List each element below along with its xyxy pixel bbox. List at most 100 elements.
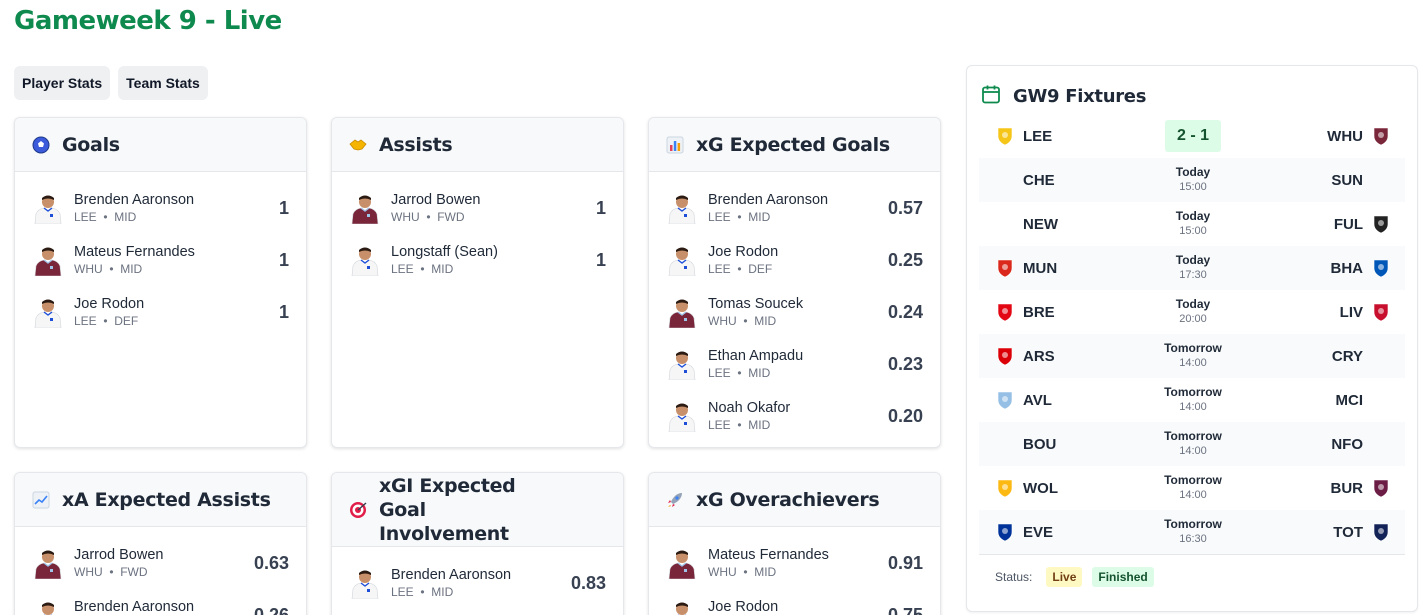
- away-crest-icon: [1371, 522, 1391, 542]
- fixture-row[interactable]: BOU Tomorrow 14:00 NFO: [979, 422, 1405, 466]
- player-name[interactable]: Longstaff (Sean): [391, 244, 498, 260]
- fixtures-panel: GW9 Fixtures LEE 2 - 1 WHU CHE Today 15:00 SUN…: [966, 65, 1418, 612]
- fixture-time: 15:00: [1179, 181, 1207, 193]
- player-team: WHU: [74, 565, 103, 579]
- player-name[interactable]: Noah Okafor: [708, 400, 791, 416]
- separator-dot: •: [413, 262, 432, 276]
- fixture-row[interactable]: LEE 2 - 1 WHU: [979, 114, 1405, 158]
- player-row[interactable]: Brenden Aaronson LEE • MID 0.83: [332, 557, 623, 609]
- fixture-score: 2 - 1: [1164, 120, 1221, 152]
- player-position: MID: [748, 418, 771, 432]
- away-team: TOT: [1333, 523, 1363, 541]
- player-meta: WHU • MID: [74, 261, 279, 277]
- player-avatar: [349, 567, 381, 600]
- home-team: MUN: [1023, 259, 1058, 277]
- player-row[interactable]: Joe Rodon LEE • DEF 1: [15, 286, 306, 338]
- player-row[interactable]: Mateus Fernandes WHU • MID 0.91: [649, 537, 940, 589]
- player-name[interactable]: Jarrod Bowen: [74, 547, 164, 563]
- card-header: xA Expected Assists: [15, 473, 306, 527]
- player-name[interactable]: Tomas Soucek: [708, 296, 804, 312]
- player-name[interactable]: Brenden Aaronson: [74, 599, 195, 615]
- player-row[interactable]: Brenden Aaronson LEE • MID 1: [15, 182, 306, 234]
- player-meta: LEE • MID: [391, 584, 571, 600]
- card-title: Assists: [379, 133, 453, 156]
- player-row[interactable]: Noah Okafor LEE • MID 0.20: [649, 390, 940, 442]
- player-name[interactable]: Mateus Fernandes: [708, 547, 829, 563]
- fixture-row[interactable]: BRE Today 20:00 LIV: [979, 290, 1405, 334]
- home-team: AVL: [1023, 391, 1052, 409]
- player-row[interactable]: Joe Rodon LEE • DEF 0.25: [649, 234, 940, 286]
- player-list: Brenden Aaronson LEE • MID 0.83: [332, 547, 623, 609]
- player-name[interactable]: Joe Rodon: [708, 244, 779, 260]
- away-team: LIV: [1339, 303, 1363, 321]
- player-avatar: [666, 296, 698, 329]
- card-title: xA Expected Assists: [62, 488, 271, 511]
- fixture-row[interactable]: ARS Tomorrow 14:00 CRY: [979, 334, 1405, 378]
- fixture-home: ARS: [995, 346, 1135, 366]
- player-team: LEE: [708, 262, 731, 276]
- player-name[interactable]: Jarrod Bowen: [391, 192, 481, 208]
- home-team: LEE: [1023, 127, 1053, 145]
- fixture-day: Today: [1175, 253, 1211, 267]
- calendar-icon: [981, 84, 1001, 109]
- fixture-row[interactable]: CHE Today 15:00 SUN: [979, 158, 1405, 202]
- stat-value: 0.26: [253, 604, 289, 615]
- home-team: CHE: [1023, 171, 1055, 189]
- tab-team-stats[interactable]: Team Stats: [118, 66, 208, 100]
- player-row[interactable]: Jarrod Bowen WHU • FWD 1: [332, 182, 623, 234]
- tab-player-stats[interactable]: Player Stats: [14, 66, 111, 100]
- home-team: ARS: [1023, 347, 1055, 365]
- fixture-away: CRY: [1332, 346, 1391, 366]
- fixture-time: 17:30: [1179, 269, 1207, 281]
- player-meta: LEE • DEF: [708, 261, 888, 277]
- player-row[interactable]: Longstaff (Sean) LEE • MID 1: [332, 234, 623, 286]
- player-name[interactable]: Brenden Aaronson: [74, 192, 195, 208]
- fixture-time: 16:30: [1179, 533, 1207, 545]
- player-row[interactable]: Mateus Fernandes WHU • MID 1: [15, 234, 306, 286]
- player-name[interactable]: Joe Rodon: [74, 296, 145, 312]
- fixture-away: BUR: [1331, 478, 1392, 498]
- rocket-icon: [666, 491, 684, 509]
- player-meta: LEE • DEF: [74, 313, 279, 329]
- player-row[interactable]: Jarrod Bowen WHU • FWD 0.63: [15, 537, 306, 589]
- player-name[interactable]: Ethan Ampadu: [708, 348, 804, 364]
- player-info: Ethan Ampadu LEE • MID: [708, 347, 888, 381]
- fixture-status: Tomorrow 14:00: [1149, 341, 1237, 371]
- card-header: xG Overachievers: [649, 473, 940, 527]
- fixture-home: NEW: [995, 214, 1135, 234]
- fixture-away: WHU: [1327, 126, 1391, 146]
- fixture-row[interactable]: NEW Today 15:00 FUL: [979, 202, 1405, 246]
- stat-value: 1: [278, 197, 289, 218]
- player-row[interactable]: Tomas Soucek WHU • MID 0.24: [649, 286, 940, 338]
- player-name[interactable]: Brenden Aaronson: [708, 192, 829, 208]
- fixture-status: Today 15:00: [1149, 209, 1237, 239]
- player-name[interactable]: Joe Rodon: [708, 599, 779, 615]
- card-title: xGI Expected Goal Involvement: [379, 474, 516, 545]
- fixture-day: Tomorrow: [1164, 517, 1222, 531]
- player-position: MID: [748, 366, 771, 380]
- player-meta: WHU • FWD: [391, 209, 596, 225]
- player-name[interactable]: Brenden Aaronson: [391, 567, 512, 583]
- player-name[interactable]: Mateus Fernandes: [74, 244, 195, 260]
- fixture-row[interactable]: EVE Tomorrow 16:30 TOT: [979, 510, 1405, 554]
- away-team: BUR: [1330, 479, 1364, 497]
- card-header: xGI Expected Goal Involvement: [332, 473, 623, 547]
- separator-dot: •: [730, 262, 749, 276]
- fixture-row[interactable]: WOL Tomorrow 14:00 BUR: [979, 466, 1405, 510]
- stat-value: 0.63: [253, 552, 289, 573]
- player-row[interactable]: Brenden Aaronson LEE • MID 0.57: [649, 182, 940, 234]
- fixture-status: 2 - 1: [1149, 120, 1237, 152]
- player-info: Mateus Fernandes WHU • MID: [74, 243, 279, 277]
- player-meta: LEE • MID: [391, 261, 596, 277]
- card-title: xG Expected Goals: [696, 133, 890, 156]
- fixtures-list: LEE 2 - 1 WHU CHE Today 15:00 SUN NEW Today 15:00…: [979, 114, 1405, 554]
- player-list: Jarrod Bowen WHU • FWD 0.63 Brenden Aaronso…: [15, 527, 306, 615]
- away-team: BHA: [1330, 259, 1364, 277]
- fixture-row[interactable]: AVL Tomorrow 14:00 MCI: [979, 378, 1405, 422]
- fixture-row[interactable]: MUN Today 17:30 BHA: [979, 246, 1405, 290]
- player-row[interactable]: Ethan Ampadu LEE • MID 0.23: [649, 338, 940, 390]
